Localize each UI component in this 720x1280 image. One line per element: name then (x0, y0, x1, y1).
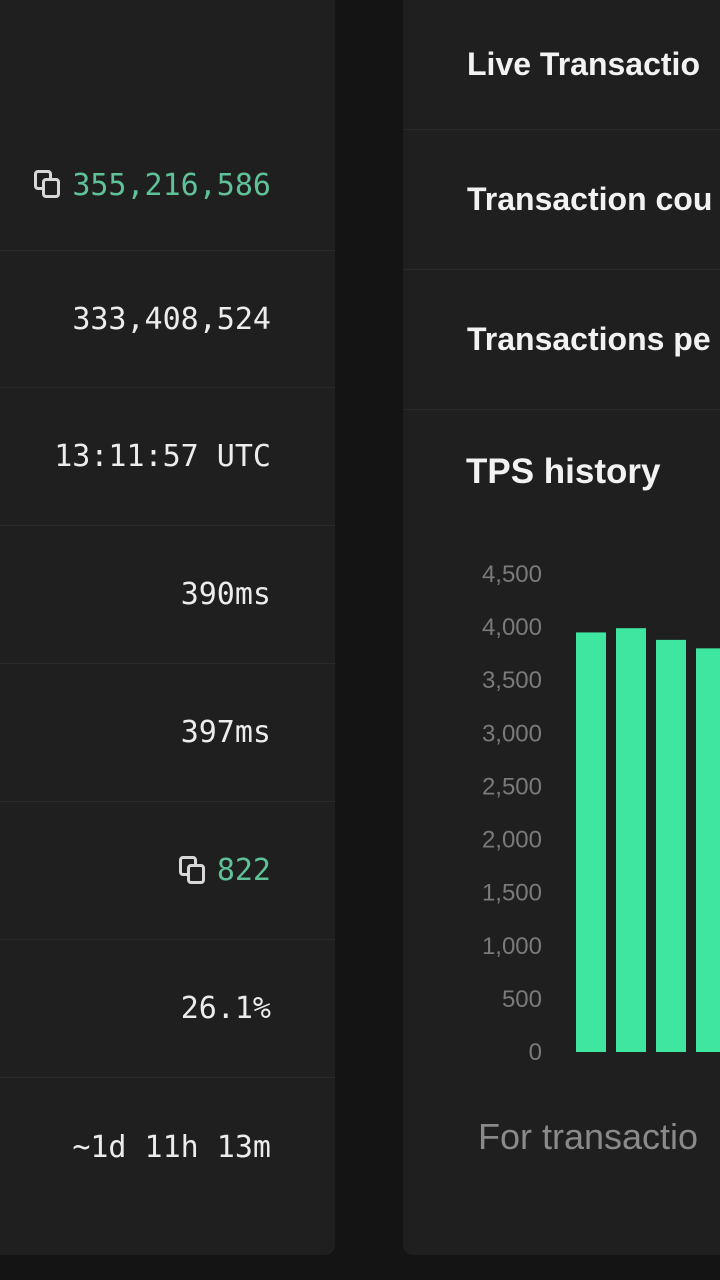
slot-value-link[interactable]: 355,216,586 (72, 167, 271, 203)
slot-time-avg-value: 397ms (180, 715, 271, 750)
tps-bar[interactable] (616, 628, 646, 1052)
row-block-height: 333,408,524 (0, 251, 335, 388)
tps-bar[interactable] (576, 632, 606, 1052)
copy-icon[interactable] (32, 168, 62, 202)
epoch-progress-value: 26.1% (180, 991, 271, 1026)
card-header: Live Transactio (403, 0, 720, 130)
card-title: Live Transactio (467, 46, 700, 82)
chart-footnote: For transactio (478, 1116, 699, 1157)
block-height-value: 333,408,524 (72, 301, 271, 337)
row-slot-time-1: 390ms (0, 526, 335, 664)
y-tick-label: 4,500 (482, 561, 542, 588)
row-timestamp: 13:11:57 UTC (0, 388, 335, 526)
tps-history-chart: 0 500 1,000 1,500 2,000 2,500 3,000 3,500 4,000 4… (482, 561, 720, 1066)
tps-bar[interactable] (656, 639, 686, 1052)
copy-icon[interactable] (177, 854, 207, 888)
tps-history-title: TPS history (466, 452, 661, 491)
y-tick-label: 4,000 (482, 614, 542, 641)
slot-time-value: 390ms (180, 577, 271, 612)
tps-bar[interactable] (696, 648, 720, 1052)
transaction-count-label: Transaction cou (467, 181, 713, 217)
epoch-time-remaining-value: ~1d 11h 13m (72, 1129, 271, 1165)
row-transaction-count: Transaction cou (403, 130, 720, 270)
y-tick-label: 2,000 (482, 827, 542, 854)
epoch-value-link[interactable]: 822 (216, 853, 271, 888)
row-slot: 355,216,586 (0, 120, 335, 251)
y-tick-label: 1,500 (482, 880, 542, 907)
y-tick-label: 1,000 (482, 933, 542, 960)
live-transaction-stats-card: Live Transactio Transaction cou Transact… (403, 0, 720, 1255)
y-tick-label: 0 (529, 1039, 542, 1066)
y-tick-label: 2,500 (482, 773, 542, 800)
row-epoch-time-remaining: ~1d 11h 13m (0, 1078, 335, 1216)
row-slot-time-2: 397ms (0, 664, 335, 802)
row-epoch-progress: 26.1% (0, 940, 335, 1078)
row-transactions-per-second: Transactions pe (403, 270, 720, 410)
timestamp-value: 13:11:57 UTC (54, 439, 271, 474)
block-details-card: 355,216,586 333,408,524 13:11:57 UTC 390… (0, 0, 335, 1255)
y-tick-label: 3,000 (482, 720, 542, 747)
tps-label: Transactions pe (467, 321, 711, 357)
row-epoch: 822 (0, 802, 335, 940)
y-tick-label: 3,500 (482, 667, 542, 694)
y-tick-label: 500 (502, 986, 542, 1013)
